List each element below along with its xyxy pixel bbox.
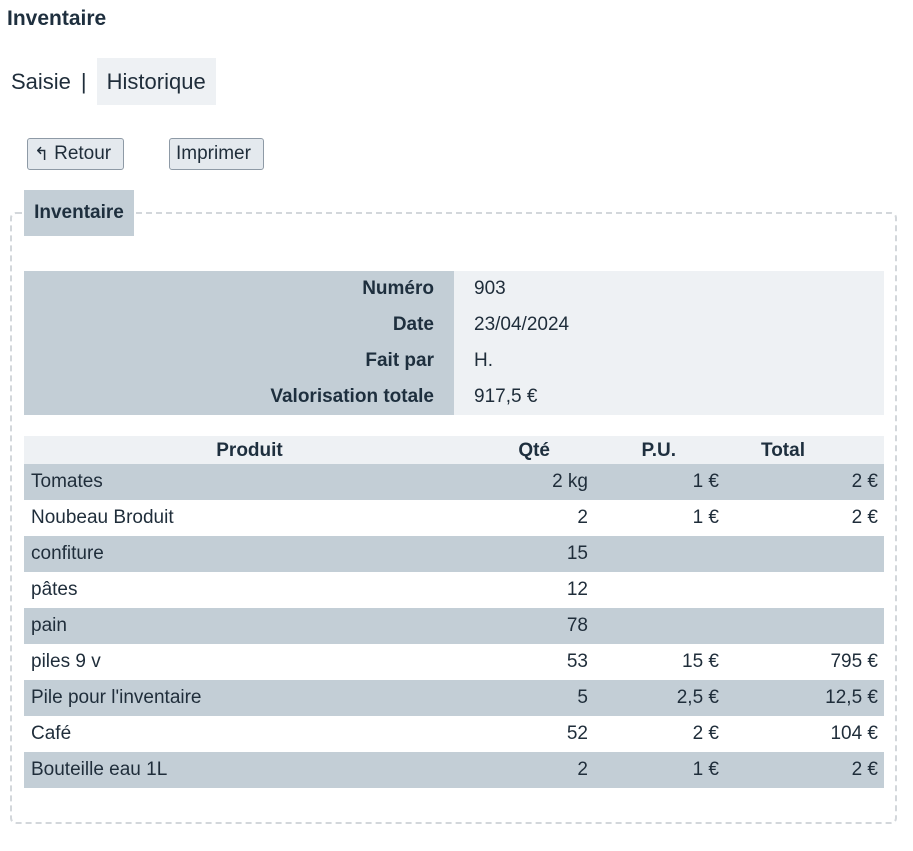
back-arrow-icon: ↰ — [34, 143, 50, 164]
table-row: pâtes 12 — [24, 572, 884, 608]
table-row: Café 52 2 € 104 € — [24, 716, 884, 752]
table-row: pain 78 — [24, 608, 884, 644]
inventory-table: Produit Qté P.U. Total Tomates 2 kg 1 € … — [24, 436, 884, 788]
cell-total: 104 € — [830, 723, 878, 744]
info-label-valorisation: Valorisation totale — [270, 386, 434, 407]
cell-product: Pile pour l'inventaire — [31, 687, 202, 708]
cell-qty: 2 kg — [552, 471, 588, 492]
header-produit: Produit — [216, 440, 283, 461]
cell-product: Tomates — [31, 471, 103, 492]
info-label-numero: Numéro — [362, 278, 434, 299]
cell-total: 2 € — [851, 471, 878, 492]
back-button[interactable]: ↰ Retour — [27, 138, 124, 170]
inventory-info: Numéro Date Fait par Valorisation totale… — [24, 271, 884, 415]
info-label-date: Date — [392, 314, 434, 335]
cell-total: 12,5 € — [825, 687, 878, 708]
table-row: confiture 15 — [24, 536, 884, 572]
cell-qty: 2 — [577, 507, 588, 528]
cell-total: 795 € — [830, 651, 878, 672]
cell-qty: 53 — [566, 651, 588, 672]
cell-pu: 2,5 € — [676, 687, 719, 708]
table-row: Pile pour l'inventaire 5 2,5 € 12,5 € — [24, 680, 884, 716]
header-total: Total — [761, 440, 805, 461]
info-value-date: 23/04/2024 — [474, 314, 570, 335]
tab-saisie[interactable]: Saisie — [11, 69, 71, 94]
table-row: Tomates 2 kg 1 € 2 € — [24, 464, 884, 500]
cell-pu: 2 € — [692, 723, 719, 744]
cell-qty: 5 — [577, 687, 588, 708]
back-button-label: Retour — [54, 143, 112, 164]
table-row: piles 9 v 53 15 € 795 € — [24, 644, 884, 680]
tab-bar: Saisie | Historique — [0, 58, 216, 105]
header-pu: P.U. — [641, 440, 676, 461]
fieldset-legend: Inventaire — [24, 190, 134, 236]
cell-product: Café — [31, 723, 72, 744]
cell-qty: 52 — [566, 723, 588, 744]
cell-product: pâtes — [31, 579, 78, 600]
cell-product: confiture — [31, 543, 104, 564]
cell-qty: 2 — [577, 759, 588, 780]
table-header: Produit Qté P.U. Total — [24, 436, 884, 464]
header-qte: Qté — [518, 440, 550, 461]
page-title: Inventaire — [7, 7, 107, 30]
info-value-valorisation: 917,5 € — [474, 386, 538, 407]
cell-product: Noubeau Broduit — [31, 507, 174, 528]
info-label-fait-par: Fait par — [365, 350, 434, 371]
cell-qty: 12 — [566, 579, 588, 600]
cell-pu: 1 € — [692, 507, 719, 528]
print-button[interactable]: Imprimer — [169, 138, 264, 170]
cell-pu: 15 € — [682, 651, 719, 672]
info-value-numero: 903 — [474, 278, 506, 299]
inventory-fieldset — [10, 212, 897, 824]
info-labels-column: Numéro Date Fait par Valorisation totale — [24, 271, 454, 415]
table-row: Bouteille eau 1L 2 1 € 2 € — [24, 752, 884, 788]
cell-total: 2 € — [851, 759, 878, 780]
cell-qty: 15 — [566, 543, 588, 564]
cell-total: 2 € — [851, 507, 878, 528]
cell-pu: 1 € — [692, 759, 719, 780]
cell-product: piles 9 v — [31, 651, 101, 672]
tab-separator: | — [80, 68, 87, 94]
cell-product: pain — [31, 615, 67, 636]
info-values-column: 903 23/04/2024 H. 917,5 € — [454, 271, 884, 415]
tab-historique[interactable]: Historique — [96, 58, 216, 105]
cell-product: Bouteille eau 1L — [31, 759, 168, 780]
cell-qty: 78 — [566, 615, 588, 636]
info-value-fait-par: H. — [474, 350, 493, 371]
cell-pu: 1 € — [692, 471, 719, 492]
table-row: Noubeau Broduit 2 1 € 2 € — [24, 500, 884, 536]
